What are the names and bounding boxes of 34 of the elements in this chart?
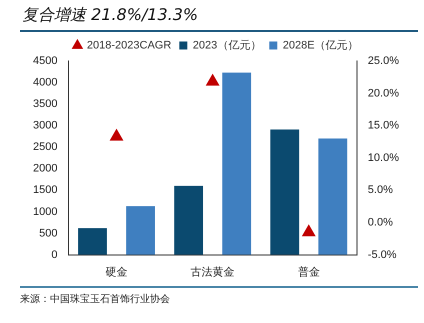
- y-tick-label: 2000: [32, 162, 58, 175]
- y-tick-label: 500: [39, 227, 58, 240]
- y2-tick-label: 0.0%: [368, 216, 394, 229]
- y-tick-label: 1500: [32, 184, 58, 196]
- x-tick-label: 古法黄金: [190, 265, 235, 278]
- x-tick-label: 普金: [298, 265, 320, 278]
- x-tick-label: 硬金: [106, 265, 128, 278]
- y-tick-label: 4000: [32, 76, 58, 89]
- y2-tick-label: 20.0%: [368, 87, 400, 100]
- legend-label: 2028E（亿元）: [282, 40, 359, 52]
- y2-tick-label: 15.0%: [368, 120, 400, 132]
- chart-title: 复合增速 21.8%/13.3%: [20, 0, 418, 32]
- y-tick-label: 3000: [32, 120, 58, 132]
- point: [110, 129, 124, 141]
- point: [302, 224, 316, 236]
- bar: [222, 72, 252, 255]
- y2-tick-label: 5.0%: [368, 184, 394, 196]
- bar: [174, 186, 204, 255]
- y2-tick-label: 25.0%: [368, 55, 400, 68]
- source-note: 来源：中国珠宝玉石首饰行业协会: [20, 292, 171, 306]
- bar: [78, 228, 107, 255]
- bar: [270, 129, 300, 255]
- y2-tick-label: 10.0%: [368, 152, 400, 164]
- point: [206, 74, 220, 86]
- y-tick-label: 3500: [32, 98, 58, 110]
- legend-label: 2018-2023CAGR: [86, 40, 172, 52]
- bar: [126, 206, 155, 255]
- bar: [318, 138, 348, 255]
- legend-label: 2023（亿元）: [192, 40, 262, 52]
- y-tick-label: 0: [51, 248, 58, 261]
- y-tick-label: 4500: [32, 55, 58, 68]
- y2-tick-label: -5.0%: [368, 248, 397, 261]
- y-tick-label: 1000: [32, 206, 58, 218]
- y-tick-label: 2500: [32, 141, 58, 154]
